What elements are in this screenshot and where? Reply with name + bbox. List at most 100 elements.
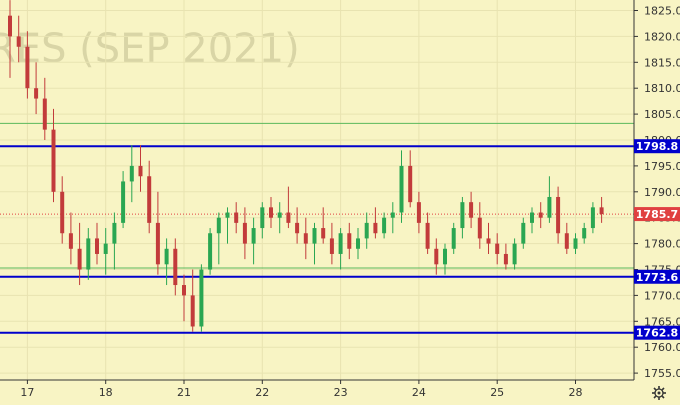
candle-body xyxy=(42,98,47,130)
price-labels: 1798.8 1773.6 1762.8 1785.7 xyxy=(634,139,680,340)
candle xyxy=(208,228,213,275)
candle xyxy=(216,212,221,265)
settings-gear-icon[interactable] xyxy=(652,386,666,400)
candle xyxy=(590,202,595,234)
candle-body xyxy=(390,212,395,218)
candle-body xyxy=(443,248,447,265)
time-axis-background xyxy=(0,380,634,405)
candle-body xyxy=(286,212,291,223)
candle xyxy=(382,212,387,239)
candle xyxy=(477,202,482,249)
candle xyxy=(364,212,369,249)
candle-body xyxy=(521,222,526,244)
y-tick-label: 1770.0 xyxy=(644,289,680,302)
candle-body xyxy=(234,212,239,223)
candle xyxy=(495,233,500,265)
candle-body xyxy=(321,228,326,239)
candle-body xyxy=(164,248,169,265)
candle-body xyxy=(269,207,273,218)
candle xyxy=(242,207,247,260)
candle-body xyxy=(34,88,39,99)
candle xyxy=(95,222,99,265)
candle xyxy=(234,202,239,234)
candle-body xyxy=(8,15,12,37)
y-tick-label: 1810.0 xyxy=(644,82,680,95)
candle-body xyxy=(416,202,421,223)
candle-body xyxy=(512,243,517,265)
candle-body xyxy=(486,238,491,244)
candle xyxy=(303,217,308,260)
candle xyxy=(347,222,352,260)
y-tick-label: 1805.0 xyxy=(644,108,680,121)
candle xyxy=(312,222,317,265)
candle-body xyxy=(590,207,595,229)
candle-body xyxy=(399,165,404,213)
candle xyxy=(60,176,65,244)
candle xyxy=(390,202,395,234)
y-tick-label: 1820.0 xyxy=(644,30,680,43)
candle xyxy=(460,196,465,239)
candle-body xyxy=(121,181,126,223)
last-price-label: 1785.7 xyxy=(636,208,678,221)
candle-body xyxy=(199,269,204,327)
candle-body xyxy=(547,196,552,218)
candle xyxy=(34,62,39,115)
candle xyxy=(338,228,343,270)
candle-body xyxy=(16,36,21,47)
level-price-tag xyxy=(634,325,680,340)
candle xyxy=(469,191,474,229)
candle xyxy=(16,15,21,63)
symbol-watermark: RES (SEP 2021) xyxy=(0,26,300,72)
candle-body xyxy=(564,233,569,249)
candle xyxy=(225,207,230,244)
candle-body xyxy=(460,202,465,229)
candle xyxy=(434,238,439,275)
candle xyxy=(521,217,526,249)
candle xyxy=(155,191,160,275)
candle xyxy=(321,207,326,244)
x-tick-label: 25 xyxy=(490,386,504,399)
candle xyxy=(425,212,430,254)
candle-body xyxy=(260,207,265,229)
candle-body xyxy=(538,212,543,218)
x-tick-label: 21 xyxy=(177,386,191,399)
candle xyxy=(443,243,447,275)
y-tick-label: 1755.0 xyxy=(644,367,680,380)
candle-body xyxy=(425,222,430,249)
y-tick-label: 1815.0 xyxy=(644,56,680,69)
x-tick-label: 28 xyxy=(569,386,583,399)
candle xyxy=(121,171,126,229)
candle-body xyxy=(573,238,578,249)
candle xyxy=(530,207,534,234)
candle xyxy=(182,274,186,322)
candle-body xyxy=(373,222,378,234)
candle xyxy=(356,228,360,260)
x-axis-ticks: 17 18 21 22 23 24 25 28 xyxy=(20,380,583,399)
y-tick-label: 1780.0 xyxy=(644,238,680,251)
candle-body xyxy=(312,228,317,244)
level-price-tag xyxy=(634,139,680,154)
candle xyxy=(8,0,12,78)
candle xyxy=(129,145,134,203)
candle-body xyxy=(173,248,178,286)
candle xyxy=(138,145,143,192)
y-tick-label: 1760.0 xyxy=(644,341,680,354)
candle-body xyxy=(530,212,534,223)
candle xyxy=(451,222,456,254)
y-tick-label: 1825.0 xyxy=(644,5,680,18)
last-price-tag xyxy=(634,207,680,222)
candle-body xyxy=(599,207,604,215)
candle-body xyxy=(469,202,474,218)
candle xyxy=(416,191,421,234)
x-tick-label: 18 xyxy=(99,386,113,399)
candle xyxy=(164,238,169,286)
candle-body xyxy=(364,222,369,239)
x-tick-label: 23 xyxy=(334,386,348,399)
candle-body xyxy=(95,238,99,254)
candle xyxy=(373,207,378,239)
candle-body xyxy=(347,233,352,249)
candle xyxy=(556,186,561,244)
candle-body xyxy=(277,212,282,218)
candle xyxy=(190,269,195,332)
